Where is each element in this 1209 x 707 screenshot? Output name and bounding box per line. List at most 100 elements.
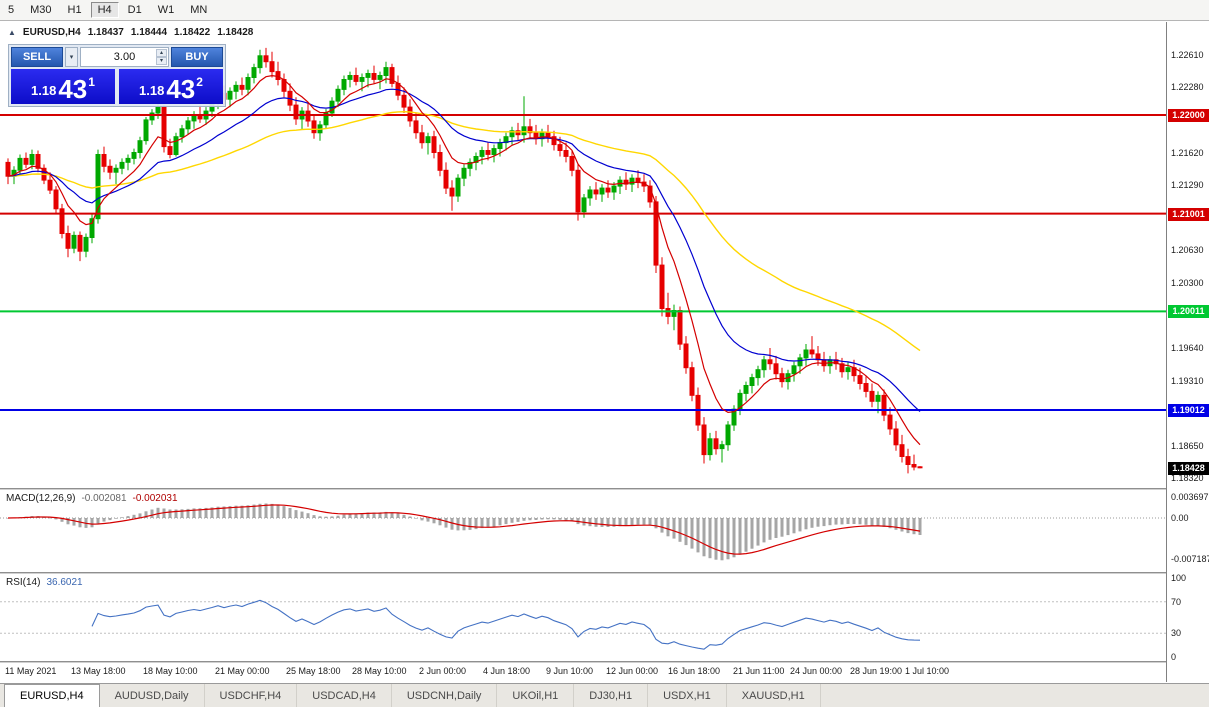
volume-value: 3.00	[113, 51, 136, 63]
buy-price-prefix: 1.18	[139, 83, 165, 98]
timeframe-button-d1[interactable]: D1	[121, 2, 149, 18]
chevron-up-icon: ▴	[159, 49, 163, 56]
chart-symbol-period: EURUSD,H4	[22, 27, 81, 38]
rsi-indicator-chart[interactable]	[0, 574, 1166, 661]
volume-decrease-button[interactable]: ▾	[156, 57, 167, 65]
time-axis-label: 2 Jun 00:00	[419, 666, 467, 676]
sell-button[interactable]: SELL	[11, 47, 63, 67]
tab-dj30-h1[interactable]: DJ30,H1	[574, 684, 649, 707]
tab-eurusd-h4[interactable]: EURUSD,H4	[4, 684, 100, 707]
time-axis-label: 24 Jun 00:00	[790, 666, 843, 676]
moving-averages-layer	[7, 74, 921, 446]
price-axis-tick: 1.18650	[1171, 441, 1204, 451]
rsi-axis-label: 70	[1171, 597, 1182, 607]
macd-label: MACD(12,26,9) -0.002081 -0.002031	[6, 493, 178, 504]
time-axis-label: 18 May 10:00	[143, 666, 198, 676]
rsi-label: RSI(14) 36.6021	[6, 577, 83, 588]
volume-spinner: ▴ ▾	[156, 49, 167, 65]
tab-usdcad-h4[interactable]: USDCAD,H4	[297, 684, 392, 707]
rsi-axis-label: 30	[1171, 628, 1182, 638]
price-axis-tick: 1.19310	[1171, 376, 1204, 386]
tab-usdx-h1[interactable]: USDX,H1	[648, 684, 727, 707]
chevron-down-icon: ▾	[159, 57, 163, 64]
time-axis-label: 28 May 10:00	[352, 666, 407, 676]
time-axis-label: 1 Jul 10:00	[905, 666, 950, 676]
horizontal-levels-layer	[0, 114, 1166, 411]
price-axis-tick: 1.18320	[1171, 473, 1204, 483]
time-axis-label: 12 Jun 00:00	[606, 666, 659, 676]
tab-xauusd-h1[interactable]: XAUUSD,H1	[727, 684, 821, 707]
macd-axis-label: -0.007187	[1171, 554, 1209, 564]
macd-axis-label: 0.00	[1171, 513, 1189, 523]
rsi-axis-label: 0	[1171, 652, 1177, 662]
buy-button[interactable]: BUY	[171, 47, 223, 67]
time-axis[interactable]: 11 May 2021 13 May 18:00 18 May 10:00 21 Ma…	[0, 663, 1166, 683]
chevron-down-icon: ▾	[69, 54, 74, 61]
ohlc-high: 1.18444	[130, 27, 168, 38]
macd-signal-value: -0.002031	[132, 493, 178, 504]
timeframe-button-m5[interactable]: 5	[1, 2, 21, 18]
chart-tab-bar: EURUSD,H4 AUDUSD,Daily USDCHF,H4 USDCAD,…	[0, 683, 1209, 707]
time-axis-border	[0, 661, 1209, 663]
price-level-badge: 1.21001	[1168, 208, 1209, 221]
ohlc-close: 1.18428	[217, 27, 254, 38]
macd-name: MACD(12,26,9)	[6, 493, 76, 504]
tab-audusd-daily[interactable]: AUDUSD,Daily	[100, 684, 205, 707]
time-axis-label: 21 Jun 11:00	[733, 666, 785, 676]
rsi-value: 36.6021	[46, 577, 83, 588]
price-level-badge: 1.22000	[1168, 109, 1209, 122]
one-click-trading-panel: SELL ▾ 3.00 ▴ ▾ BUY 1.18 43 1 1.18 43 2	[8, 44, 226, 107]
timeframe-button-w1[interactable]: W1	[151, 2, 182, 18]
volume-increase-button[interactable]: ▴	[156, 49, 167, 57]
sell-price-point: 1	[88, 75, 95, 89]
price-axis-tick: 1.20300	[1171, 278, 1204, 288]
panel-splitter-macd[interactable]	[0, 488, 1209, 490]
volume-dropdown-button[interactable]: ▾	[65, 47, 78, 67]
sell-price-pips: 43	[58, 74, 88, 104]
macd-value: -0.002081	[81, 493, 127, 504]
timeframe-button-h4[interactable]: H4	[90, 2, 119, 18]
time-axis-label: 16 Jun 18:00	[668, 666, 721, 676]
price-axis-tick: 1.21290	[1171, 180, 1204, 190]
sell-price-display[interactable]: 1.18 43 1	[11, 69, 115, 104]
price-level-badge: 1.20011	[1168, 305, 1209, 318]
price-axis-tick: 1.20630	[1171, 245, 1204, 255]
time-axis-label: 4 Jun 18:00	[483, 666, 531, 676]
price-axis-tick: 1.22280	[1171, 82, 1204, 92]
time-axis-label: 25 May 18:00	[286, 666, 341, 676]
macd-axis-label: 0.003697	[1171, 492, 1209, 502]
buy-price-pips: 43	[166, 74, 196, 104]
price-axis-tick: 1.22610	[1171, 50, 1204, 60]
timeframe-button-h1[interactable]: H1	[61, 2, 89, 18]
ohlc-open: 1.18437	[87, 27, 124, 38]
buy-price-point: 2	[196, 75, 203, 89]
price-axis[interactable]: 1.22610 1.22280 1.21620 1.21290 1.20630 1.203…	[1166, 22, 1209, 682]
time-axis-label: 28 Jun 19:00	[850, 666, 903, 676]
rsi-axis-label: 100	[1171, 573, 1187, 583]
timeframe-button-mn[interactable]: MN	[183, 2, 214, 18]
tab-usdcnh-daily[interactable]: USDCNH,Daily	[392, 684, 498, 707]
time-axis-label: 21 May 00:00	[215, 666, 270, 676]
tab-usdchf-h4[interactable]: USDCHF,H4	[205, 684, 298, 707]
buy-price-display[interactable]: 1.18 43 2	[119, 69, 223, 104]
chart-info-line: ▲ EURUSD,H4 1.18437 1.18444 1.18422 1.18…	[8, 27, 253, 38]
sell-price-prefix: 1.18	[31, 83, 57, 98]
price-axis-tick: 1.21620	[1171, 148, 1204, 158]
ohlc-low: 1.18422	[174, 27, 211, 38]
volume-field[interactable]: 3.00 ▴ ▾	[80, 47, 169, 67]
panel-splitter-rsi[interactable]	[0, 572, 1209, 574]
macd-indicator-chart[interactable]	[0, 490, 1166, 572]
time-axis-label: 13 May 18:00	[71, 666, 126, 676]
time-axis-label: 9 Jun 10:00	[546, 666, 594, 676]
timeframe-toolbar: 5 M30 H1 H4 D1 W1 MN	[0, 0, 1209, 21]
timeframe-button-m30[interactable]: M30	[23, 2, 58, 18]
macd-histogram	[6, 503, 922, 561]
tab-ukoil-h1[interactable]: UKOil,H1	[497, 684, 575, 707]
time-axis-label: 11 May 2021	[5, 666, 57, 676]
price-axis-tick: 1.19640	[1171, 343, 1204, 353]
candles-layer	[5, 47, 923, 474]
price-level-badge: 1.18428	[1168, 462, 1209, 475]
main-price-chart[interactable]	[0, 22, 1166, 488]
one-click-collapse-icon[interactable]: ▲	[8, 28, 16, 37]
